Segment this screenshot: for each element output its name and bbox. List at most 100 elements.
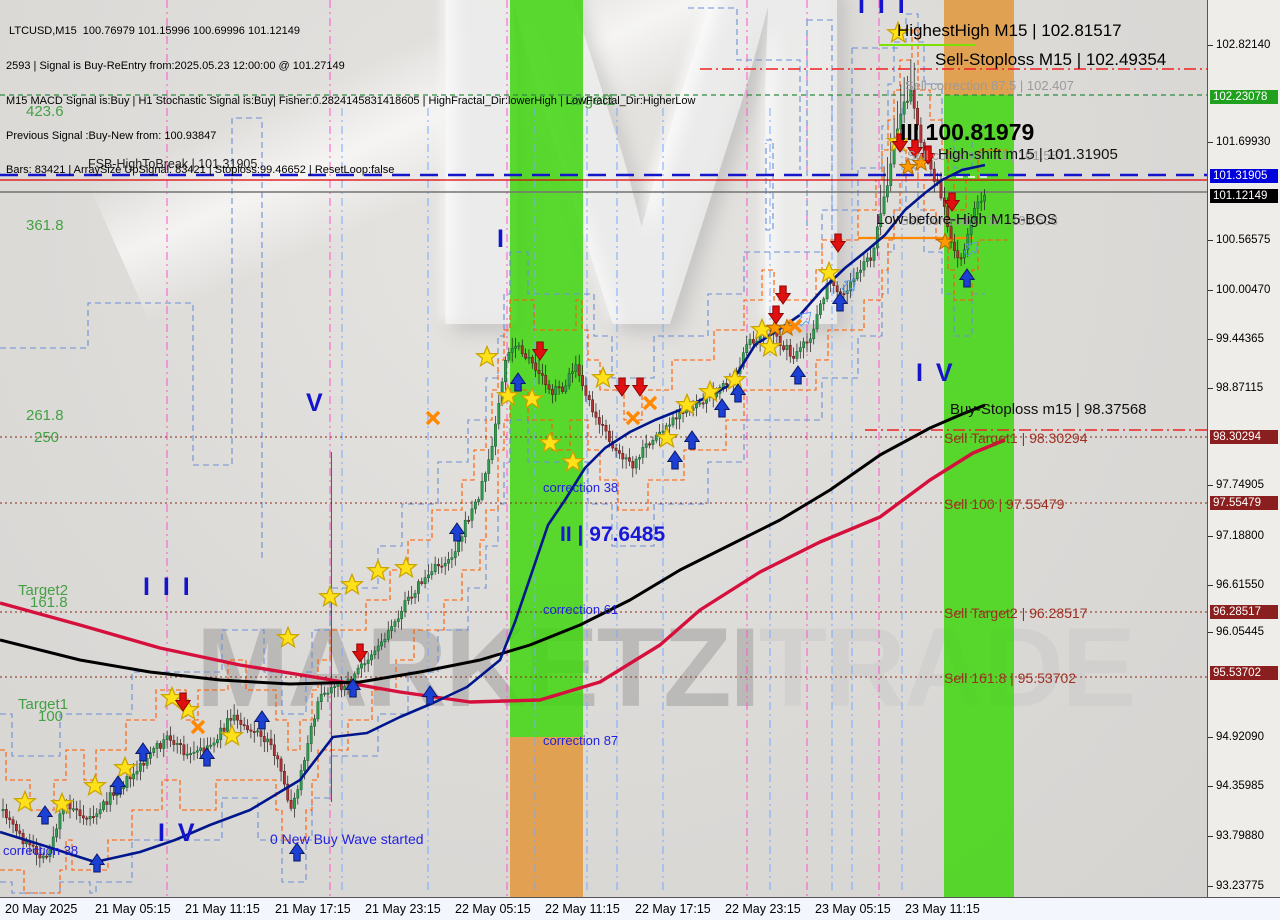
- chart-plot-area[interactable]: M MARKETZITRADE HighestHigh M15 | 102.81…: [0, 0, 1208, 898]
- candle-body: [102, 801, 105, 810]
- candle-body: [956, 250, 960, 258]
- sell-arrow-marker: [631, 377, 649, 397]
- sell-arrow-marker: [613, 377, 631, 397]
- candle-body: [530, 356, 534, 364]
- candle-body: [457, 541, 461, 552]
- candle-body: [313, 718, 316, 727]
- candle-body: [815, 314, 819, 330]
- candle-body: [902, 101, 906, 115]
- candle-body: [115, 794, 119, 796]
- candle-body: [678, 412, 682, 420]
- time-tick-label: 22 May 05:15: [455, 902, 531, 916]
- candle-body: [159, 743, 162, 749]
- candle-body: [105, 801, 109, 805]
- candle-body: [497, 403, 501, 425]
- candle-body: [212, 742, 216, 746]
- candle-body: [966, 234, 970, 250]
- signal-star-marker: [495, 383, 521, 407]
- candle-body: [437, 564, 440, 567]
- candle-body: [182, 744, 186, 756]
- candle-body: [427, 574, 430, 578]
- sell-arrow-marker: [767, 305, 785, 325]
- time-axis[interactable]: 20 May 2025 21 May 05:15 21 May 11:15 21 Ma…: [0, 898, 1280, 920]
- candle-body: [946, 206, 950, 227]
- header-indicators-line: M15 MACD Signal is:Buy | H1 Stochastic S…: [6, 94, 696, 107]
- candle-body: [651, 440, 655, 445]
- candle-body: [798, 347, 802, 352]
- candle-body: [745, 344, 749, 354]
- chart-canvas[interactable]: [0, 0, 1208, 898]
- candle-body: [484, 473, 487, 482]
- candle-body: [959, 257, 963, 260]
- candle-body: [594, 411, 598, 418]
- candle-body: [122, 787, 125, 790]
- price-tick-mark: [1208, 536, 1213, 537]
- candle-body: [400, 611, 404, 620]
- candle-body: [969, 220, 973, 235]
- candle-body: [403, 600, 407, 612]
- candle-body: [289, 799, 293, 809]
- candle-body: [932, 168, 936, 182]
- signal-star-marker: [697, 379, 723, 403]
- candle-body: [862, 261, 866, 271]
- candle-body: [95, 813, 99, 817]
- candle-body: [725, 383, 729, 385]
- buy-arrow-marker: [666, 450, 684, 470]
- candle-body: [276, 755, 280, 760]
- candle-body: [417, 581, 420, 594]
- candle-body: [504, 359, 507, 383]
- candle-body: [654, 435, 658, 441]
- candle-body: [674, 417, 678, 420]
- candle-body: [85, 817, 89, 820]
- candle-body: [175, 743, 179, 745]
- candle-body: [577, 364, 581, 376]
- candle-body: [875, 226, 879, 249]
- ma-navy: [0, 163, 986, 864]
- candle-body: [628, 457, 631, 462]
- candle-body: [517, 345, 521, 348]
- candle-body: [38, 854, 42, 859]
- candle-body: [98, 809, 102, 815]
- candle-body: [494, 423, 497, 447]
- candle-body: [865, 257, 869, 262]
- price-axis[interactable]: 102.82140 101.69930 100.56575 100.00470 99.4…: [1208, 0, 1280, 898]
- candle-body: [601, 423, 605, 426]
- time-tick-label: 21 May 23:15: [365, 902, 441, 916]
- signal-star-marker: [519, 386, 545, 410]
- candle-body: [849, 281, 852, 292]
- candle-body: [293, 797, 296, 809]
- sell-arrow-marker: [829, 233, 847, 253]
- candle-body: [272, 744, 276, 756]
- price-badge-96.28517: 96.28517: [1210, 605, 1278, 619]
- candle-body: [561, 386, 564, 392]
- candle-body: [326, 692, 330, 695]
- price-tick-mark: [1208, 632, 1213, 633]
- signal-star-marker: [654, 425, 680, 449]
- candle-body: [259, 730, 263, 737]
- candle-body: [145, 757, 149, 766]
- signal-star-marker: [474, 344, 500, 368]
- buy-arrow-marker: [789, 365, 807, 385]
- candle-body: [805, 341, 809, 344]
- sell-arrow-marker: [891, 133, 909, 153]
- candle-body: [852, 278, 856, 282]
- candle-body: [169, 735, 172, 741]
- candle-body: [618, 450, 621, 454]
- time-tick-label: 21 May 17:15: [275, 902, 351, 916]
- price-tick-label: 101.69930: [1216, 136, 1271, 148]
- ma-crimson: [0, 438, 1006, 704]
- candle-body: [869, 257, 873, 261]
- candle-body: [906, 100, 909, 103]
- candle-body: [859, 269, 863, 273]
- candle-body: [256, 730, 260, 733]
- time-tick-label: 20 May 2025: [5, 902, 78, 916]
- sell-arrow-marker: [174, 692, 192, 712]
- price-badge-102.23078: 102.23078: [1210, 90, 1278, 104]
- orange-channel-lower: [0, 149, 1008, 894]
- candle-body: [376, 645, 380, 652]
- shift-arrow-marker: [841, 278, 857, 294]
- price-tick-label: 97.74905: [1216, 479, 1264, 491]
- price-tick-mark: [1208, 836, 1213, 837]
- candle-body: [939, 180, 943, 199]
- candle-body: [467, 519, 471, 522]
